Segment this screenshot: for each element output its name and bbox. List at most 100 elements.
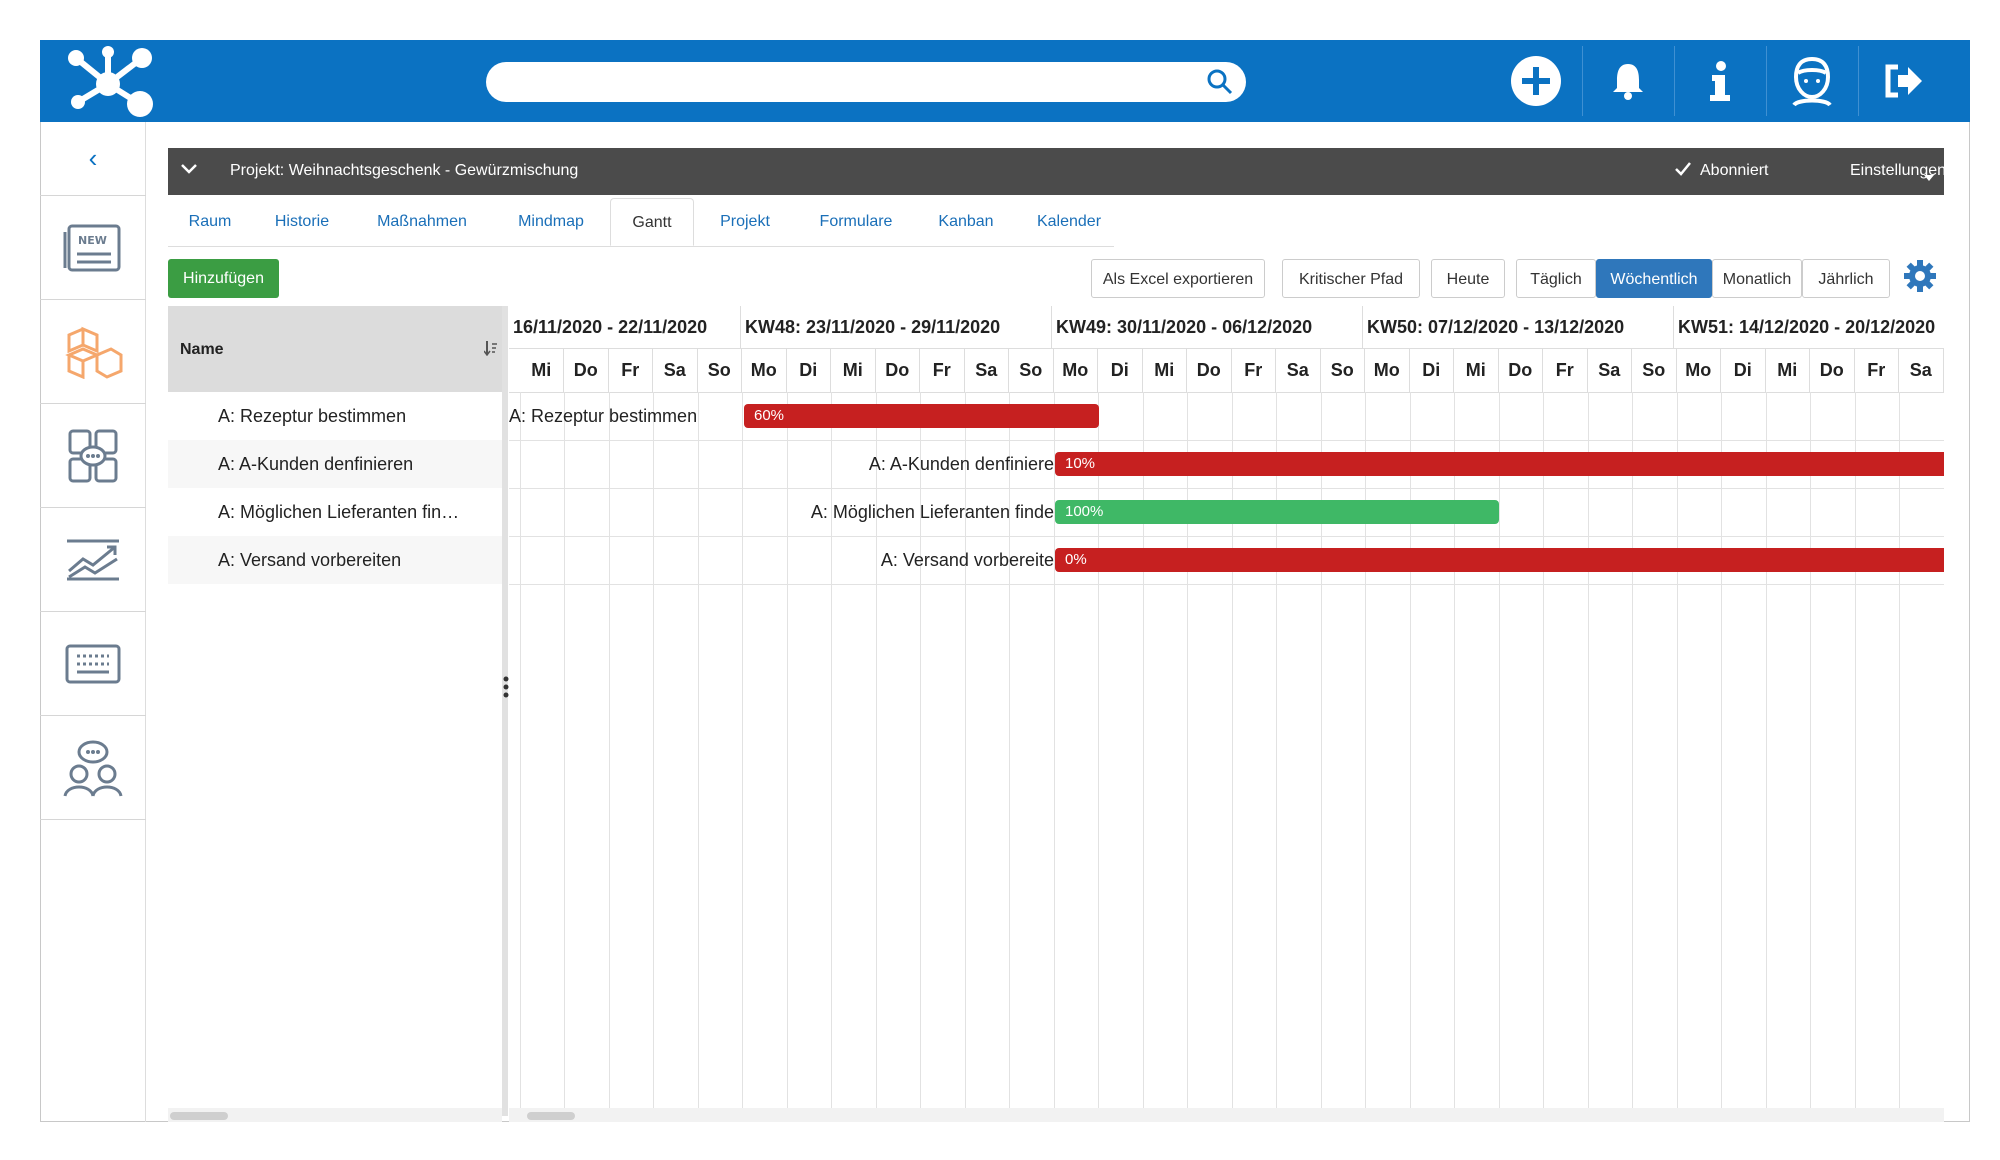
collapse-sidebar-button[interactable]: ‹ — [40, 122, 146, 196]
check-icon — [1674, 160, 1692, 183]
task-name: A: Möglichen Lieferanten fin… — [218, 502, 460, 522]
day-header: Sa — [1276, 348, 1321, 392]
day-header: Sa — [653, 348, 698, 392]
day-header: Fr — [920, 348, 965, 392]
name-column-header[interactable]: Name — [180, 341, 224, 358]
timeline-horizontal-scrollbar[interactable] — [509, 1108, 1944, 1122]
logout-button[interactable] — [1858, 42, 1950, 120]
day-gridline — [1765, 392, 1767, 1116]
export-excel-button[interactable]: Als Excel exportieren — [1091, 259, 1265, 298]
sidebar-item-community[interactable] — [40, 716, 146, 820]
day-header: Do — [876, 348, 920, 392]
day-gridline — [831, 392, 832, 1116]
news-icon: NEW — [63, 224, 121, 271]
add-button[interactable] — [1490, 42, 1582, 120]
day-gridline — [1187, 392, 1188, 1116]
project-title: Projekt: Weihnachtsgeschenk - Gewürzmisc… — [230, 162, 579, 179]
tab-gantt[interactable]: Gantt — [610, 198, 694, 246]
tab-historie[interactable]: Historie — [274, 213, 330, 230]
critical-path-button[interactable]: Kritischer Pfad — [1282, 259, 1420, 298]
day-header: Fr — [1232, 348, 1276, 392]
day-gridline — [564, 392, 565, 1116]
gear-icon[interactable] — [1903, 259, 1937, 293]
week-header: KW49: 30/11/2020 - 06/12/2020 — [1052, 306, 1363, 348]
info-icon — [1710, 61, 1730, 101]
task-bar[interactable]: 60% — [744, 404, 1099, 428]
task-progress: 100% — [1065, 503, 1104, 520]
day-gridline — [519, 392, 521, 1116]
chevron-down-icon[interactable] — [180, 160, 198, 178]
day-gridline — [1320, 392, 1322, 1116]
task-bar[interactable]: 0% — [1055, 548, 1944, 572]
sidebar-item-boards[interactable] — [40, 612, 146, 716]
profile-button[interactable] — [1766, 42, 1858, 120]
notifications-button[interactable] — [1582, 42, 1674, 120]
boxes-icon — [65, 326, 123, 379]
monthly-view-button[interactable]: Monatlich — [1712, 259, 1802, 298]
day-header: Sa — [965, 348, 1009, 392]
add-task-button[interactable]: Hinzufügen — [168, 259, 279, 298]
sidebar-item-reports[interactable] — [40, 508, 146, 612]
add-icon — [1511, 56, 1561, 106]
task-progress: 60% — [754, 407, 785, 424]
day-header: Mo — [742, 348, 787, 392]
board-icon — [65, 644, 121, 683]
day-gridline — [786, 392, 788, 1116]
task-row[interactable]: A: Möglichen Lieferanten fin… — [168, 488, 502, 536]
sidebar-item-news[interactable]: NEW — [40, 196, 146, 300]
tab-kanban[interactable]: Kanban — [938, 213, 994, 230]
svg-text:NEW: NEW — [78, 234, 107, 247]
day-gridline — [1409, 392, 1411, 1116]
task-row[interactable]: A: Rezeptur bestimmen — [168, 392, 502, 440]
subscribed-toggle[interactable]: Abonniert — [1700, 162, 1769, 179]
day-gridline — [1498, 392, 1500, 1116]
yearly-view-button[interactable]: Jährlich — [1802, 259, 1890, 298]
today-button[interactable]: Heute — [1431, 259, 1505, 298]
weekly-view-button[interactable]: Wöchentlich — [1596, 259, 1712, 298]
task-name: A: A-Kunden denfinieren — [218, 454, 414, 474]
search-input[interactable] — [486, 62, 1246, 102]
day-gridline — [1721, 392, 1722, 1116]
grid-scroll-thumb[interactable] — [170, 1112, 228, 1120]
day-gridline — [1231, 392, 1233, 1116]
logo-icon[interactable] — [60, 44, 156, 120]
day-gridline — [1587, 392, 1589, 1116]
sidebar-item-discussions[interactable] — [40, 404, 146, 508]
tab-raum[interactable]: Raum — [188, 213, 232, 230]
task-progress: 10% — [1065, 455, 1096, 472]
tab-kalender[interactable]: Kalender — [1036, 213, 1102, 230]
settings-dropdown[interactable]: Einstellungen — [1850, 162, 1947, 179]
caret-down-icon — [1924, 168, 1934, 186]
day-gridline — [1098, 392, 1099, 1116]
info-button[interactable] — [1674, 42, 1766, 120]
sidebar-item-rooms[interactable] — [40, 300, 146, 404]
sort-icon[interactable] — [483, 340, 498, 359]
week-header: KW51: 14/12/2020 - 20/12/2020 — [1674, 306, 1944, 348]
task-bar[interactable]: 10% — [1055, 452, 1944, 476]
day-header: Mo — [1365, 348, 1410, 392]
task-bar-label: A: Möglichen Lieferanten finden — [810, 502, 1064, 522]
day-gridline — [1632, 392, 1633, 1116]
left-sidebar: ‹ NEW — [40, 122, 146, 1122]
day-header: Mo — [1054, 348, 1098, 392]
task-name: A: Rezeptur bestimmen — [218, 406, 407, 426]
daily-view-button[interactable]: Täglich — [1516, 259, 1596, 298]
search-icon[interactable] — [1206, 68, 1234, 96]
day-header: So — [1632, 348, 1677, 392]
logout-icon — [1885, 64, 1922, 98]
tab-formulare[interactable]: Formulare — [819, 213, 893, 230]
task-bar[interactable]: 100% — [1055, 500, 1499, 524]
task-row[interactable]: A: A-Kunden denfinieren — [168, 440, 502, 488]
tab-mindmap[interactable]: Mindmap — [518, 213, 584, 230]
task-row[interactable]: A: Versand vorbereiten — [168, 536, 502, 584]
day-header: Di — [1098, 348, 1143, 392]
day-gridline — [1854, 392, 1856, 1116]
tab-projekt[interactable]: Projekt — [720, 213, 770, 230]
day-gridline — [697, 392, 699, 1116]
day-gridline — [1543, 392, 1544, 1116]
tab-massnahmen[interactable]: Maßnahmen — [377, 213, 467, 230]
people-chat-icon — [63, 740, 123, 797]
timeline-scroll-thumb[interactable] — [527, 1112, 575, 1120]
grid-horizontal-scrollbar[interactable] — [168, 1108, 502, 1122]
panel-resize-handle[interactable] — [503, 676, 509, 698]
